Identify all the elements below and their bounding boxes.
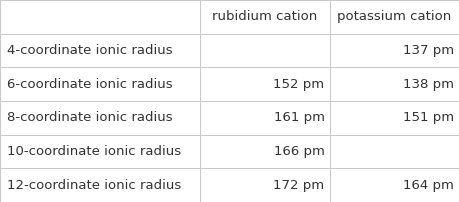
Text: 8-coordinate ionic radius: 8-coordinate ionic radius	[7, 111, 173, 124]
Text: 151 pm: 151 pm	[403, 111, 454, 124]
Text: 164 pm: 164 pm	[403, 179, 454, 192]
Text: 6-coordinate ionic radius: 6-coordinate ionic radius	[7, 78, 173, 91]
Text: 161 pm: 161 pm	[274, 111, 325, 124]
Text: 172 pm: 172 pm	[274, 179, 325, 192]
Text: 10-coordinate ionic radius: 10-coordinate ionic radius	[7, 145, 181, 158]
Text: potassium cation: potassium cation	[337, 10, 451, 23]
Text: 166 pm: 166 pm	[274, 145, 325, 158]
Text: 137 pm: 137 pm	[403, 44, 454, 57]
Text: 4-coordinate ionic radius: 4-coordinate ionic radius	[7, 44, 173, 57]
Text: 138 pm: 138 pm	[403, 78, 454, 91]
Text: 152 pm: 152 pm	[274, 78, 325, 91]
Text: 12-coordinate ionic radius: 12-coordinate ionic radius	[7, 179, 181, 192]
Text: rubidium cation: rubidium cation	[212, 10, 317, 23]
